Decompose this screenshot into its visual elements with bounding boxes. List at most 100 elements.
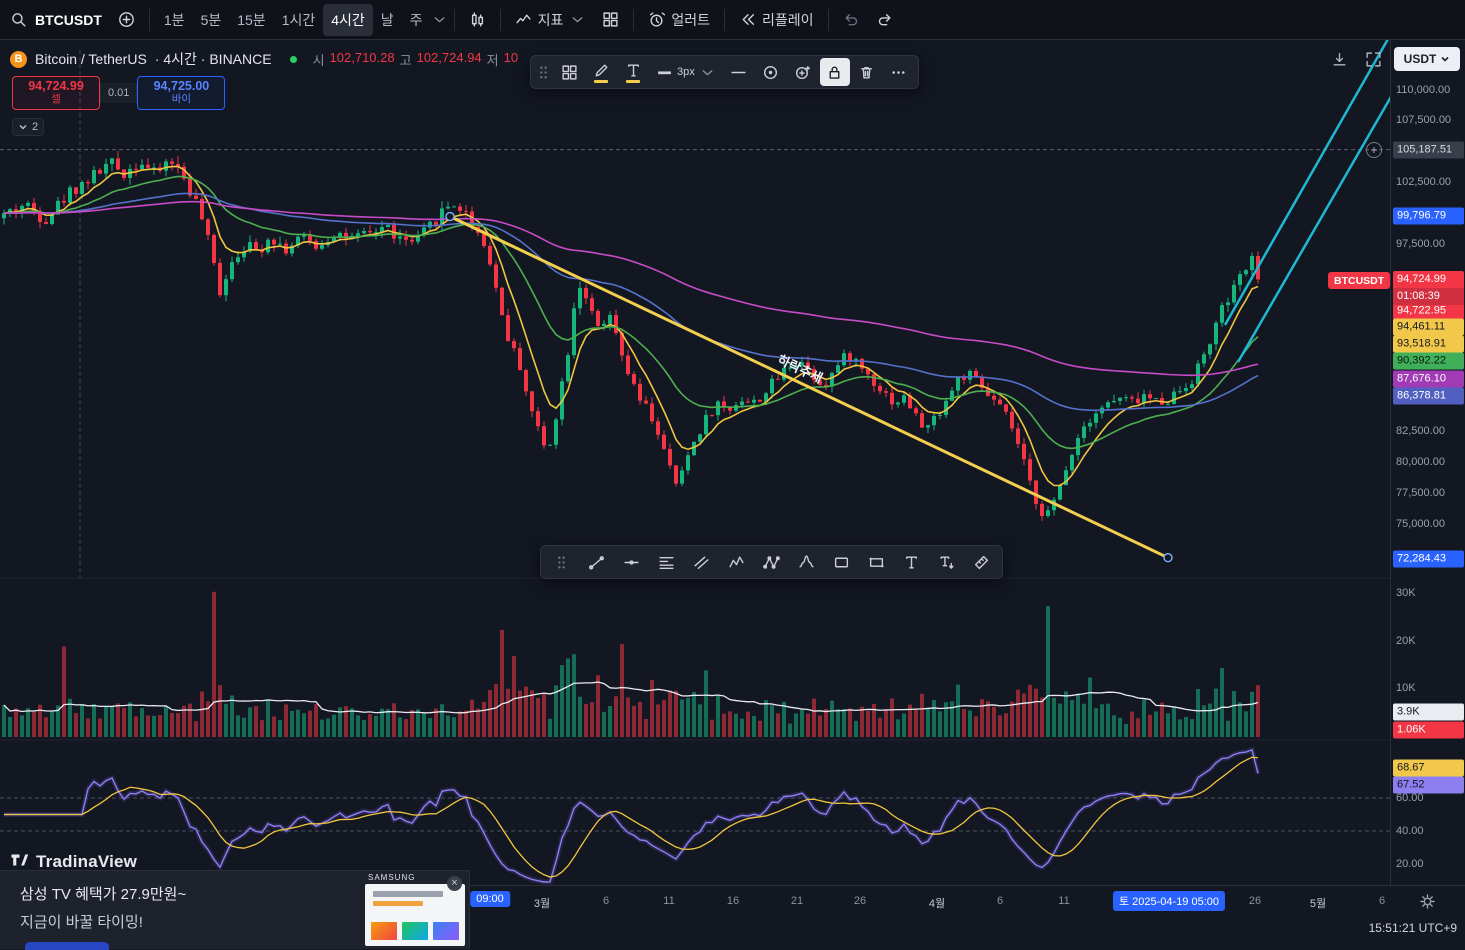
circle-plus-icon[interactable] [788,58,818,86]
lock-button[interactable] [819,58,850,86]
line-width-button[interactable]: 3px [650,58,722,86]
volume-bar [674,690,678,737]
candle [548,444,552,446]
candle [530,391,534,412]
chevron-down-icon [1441,56,1449,62]
price-label: 86,378.81 [1393,387,1464,405]
template-icon[interactable] [554,58,584,86]
sell-button[interactable]: 94,724.99 셀 [12,76,100,110]
volume-bar [1130,711,1134,737]
search-icon[interactable] [10,11,27,28]
alert-button[interactable]: 얼러트 [640,5,718,35]
candle [1046,510,1050,516]
interval-주[interactable]: 주 [409,11,423,28]
more-options-button[interactable] [884,58,914,86]
object-tree-chip[interactable]: 2 [12,118,45,136]
close-icon[interactable]: × [447,876,462,891]
candle [602,323,606,326]
line-style-button[interactable] [724,58,754,86]
layout-grid-icon[interactable] [594,6,627,33]
time-axis[interactable]: 09:00 3월 6 11 16 21 26 4월 6 11 토 2025-04-19 05:00 2… [0,885,1465,915]
candle [818,380,822,385]
candle [332,237,336,242]
target-icon[interactable] [756,58,786,86]
line-color-swatch [594,79,608,83]
buy-button[interactable]: 94,725.00 바이 [137,76,226,110]
anchored-text-tool-icon[interactable] [930,548,963,576]
volume-ma-line [3,681,1259,714]
symbol-search-button[interactable]: BTCUSDT [35,11,102,28]
xabcd-pattern-tool-icon[interactable] [755,548,788,576]
candle [1154,398,1158,400]
candle [296,236,300,246]
elliott-wave-tool-icon[interactable] [720,548,753,576]
bitcoin-icon: B [10,50,27,68]
delete-button[interactable] [852,58,882,86]
price-chart[interactable]: 하락추세 [0,40,1390,885]
interval-chevron-down-icon[interactable] [431,11,448,28]
open-label: 시 [312,52,325,68]
line-color-button[interactable] [586,58,616,86]
parallel-channel-tool-icon[interactable] [685,548,718,576]
head-and-shoulders-tool-icon[interactable] [790,548,823,576]
volume-bar [1154,711,1158,737]
volume-bar [560,665,564,737]
interval-1분[interactable]: 1분 [163,11,185,28]
candle [926,425,930,428]
drag-handle-icon[interactable] [535,58,552,86]
time-label: 11 [663,895,675,907]
interval-5분[interactable]: 5분 [200,11,222,28]
volume-bar [494,683,498,737]
pattern-tool-icon[interactable] [825,548,858,576]
volume-bar [188,703,192,737]
text-tool-icon[interactable] [895,548,928,576]
undo-icon[interactable] [835,6,868,33]
compare-plus-icon[interactable] [110,6,143,33]
volume-bar [1250,691,1254,737]
rectangle-tool-icon[interactable] [860,548,893,576]
candle [140,164,144,170]
download-icon[interactable] [1326,47,1352,71]
fullscreen-icon[interactable] [1360,47,1386,71]
candle [566,355,570,382]
candle [902,395,906,403]
indicators-label: 지표 [537,11,564,28]
fib-retracement-tool-icon[interactable] [650,548,683,576]
ad-cta-button[interactable] [25,942,109,950]
redo-icon[interactable] [868,6,901,33]
symbol-title[interactable]: Bitcoin / TetherUS [35,51,147,67]
volume-bar [758,720,762,737]
candle [1202,354,1206,364]
volume-bar [956,684,960,737]
ad-banner[interactable]: 삼성 TV 혜택가 27.9만원~ 지금이 바꿀 타이밍! SAMSUNG × [0,870,470,950]
candle [962,376,966,380]
price-label: 99,796.79 [1393,207,1464,225]
interval-15분[interactable]: 15분 [237,11,266,28]
measure-tool-icon[interactable] [965,548,998,576]
interval-4시간[interactable]: 4시간 [323,3,373,36]
replay-button[interactable]: 리플레이 [731,5,822,35]
interval-1시간[interactable]: 1시간 [281,11,316,28]
volume-bar [86,718,90,737]
tradingview-logo[interactable]: TradinaView [10,850,137,874]
plus-circle-icon[interactable]: + [1366,142,1382,158]
volume-bar [992,706,996,737]
indicators-button[interactable]: 지표 [507,5,595,35]
candle [1016,428,1020,444]
volume-bar [98,718,102,737]
horizontal-line-tool-icon[interactable] [615,548,648,576]
line-width-icon [656,64,673,81]
volume-bar [938,711,942,737]
volume-bar [542,693,546,737]
volume-bar [416,709,420,737]
drag-handle-icon[interactable] [545,548,578,576]
chart-style-icon[interactable] [461,6,494,33]
gear-icon[interactable] [1416,890,1438,912]
trend-line-tool-icon[interactable] [580,548,613,576]
clock-text[interactable]: 15:51:21 UTC+9 [1368,921,1457,935]
text-color-button[interactable] [618,58,648,86]
price-axis[interactable]: 110,000.00 107,500.00 105,187.51 102,500.00… [1390,40,1465,885]
currency-toggle-button[interactable]: USDT [1394,47,1460,71]
ad-thumbnail[interactable] [365,884,465,946]
interval-날[interactable]: 날 [380,11,394,28]
